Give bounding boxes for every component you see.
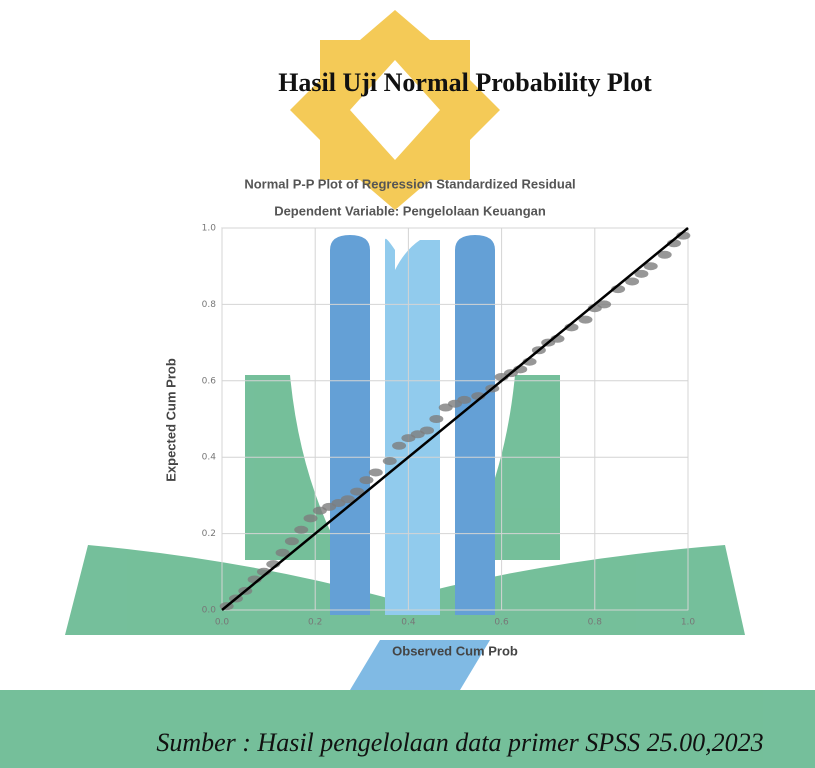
point (457, 396, 471, 404)
y-tick-label: 0.0 (202, 606, 217, 616)
chart-title: Normal P-P Plot of Regression Standardiz… (244, 176, 575, 191)
x-tick-label: 0.8 (588, 618, 603, 628)
pillar-left (330, 235, 370, 615)
x-tick-label: 0.0 (215, 618, 230, 628)
y-axis-label: Expected Cum Prob (163, 358, 178, 482)
point (392, 442, 406, 450)
y-tick-label: 0.8 (202, 300, 217, 310)
point (369, 468, 383, 476)
point (304, 514, 318, 522)
x-tick-label: 0.6 (494, 618, 509, 628)
y-tick-label: 1.0 (202, 224, 217, 234)
pillar-right (455, 235, 495, 615)
point (383, 457, 397, 465)
x-tick-label: 0.4 (401, 618, 416, 628)
y-tick-label: 0.6 (202, 376, 217, 386)
point (294, 526, 308, 534)
x-tick-label: 1.0 (681, 618, 696, 628)
chart-subtitle: Dependent Variable: Pengelolaan Keuangan (274, 203, 546, 218)
heading: Hasil Uji Normal Probability Plot (278, 68, 652, 97)
y-tick-label: 0.4 (202, 453, 217, 463)
point (420, 426, 434, 434)
x-axis-label: Observed Cum Prob (392, 643, 518, 658)
point (429, 415, 443, 423)
y-tick-label: 0.2 (202, 529, 216, 539)
point (359, 476, 373, 484)
pillar-mid (385, 239, 440, 615)
page: Hasil Uji Normal Probability Plot Normal… (0, 0, 815, 768)
point (285, 537, 299, 545)
caption: Sumber : Hasil pengelolaan data primer S… (156, 728, 763, 757)
x-tick-label: 0.2 (308, 618, 322, 628)
